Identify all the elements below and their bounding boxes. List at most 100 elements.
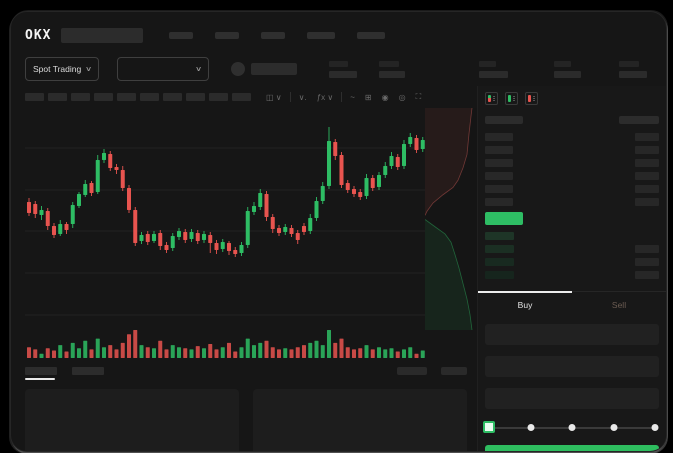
timeframe-button-10[interactable]: [232, 93, 251, 101]
icon-lines: [513, 95, 515, 101]
stat-pair-3: [479, 60, 509, 78]
ask-row[interactable]: [485, 143, 659, 156]
ask-amount-placeholder: [635, 184, 659, 193]
ticker-stats: [329, 60, 648, 78]
stat-pair-5: [619, 60, 648, 78]
last-price-indicator[interactable]: [485, 212, 523, 225]
book-buys-view-icon[interactable]: [505, 91, 518, 105]
price-chart[interactable]: [25, 108, 477, 330]
amount-slider[interactable]: [483, 421, 659, 433]
icon-lines: [533, 95, 535, 101]
icon-seg-down: [488, 98, 491, 102]
tab-sell[interactable]: Sell: [611, 300, 627, 310]
book-sells-view-icon[interactable]: [525, 91, 538, 105]
stat-pair-4: [554, 60, 582, 78]
order-input-1[interactable]: [485, 324, 659, 345]
tab-buy[interactable]: Buy: [478, 291, 572, 316]
ask-row[interactable]: [485, 182, 659, 195]
compare-icon[interactable]: ⊞: [364, 92, 372, 102]
candlestick-chart[interactable]: [25, 108, 425, 330]
settings-icon[interactable]: ◎: [398, 92, 406, 102]
nav-item-3[interactable]: [261, 31, 286, 39]
timeframe-button-1[interactable]: [25, 93, 44, 101]
bid-price-placeholder: [485, 244, 514, 253]
nav-item-4[interactable]: [307, 31, 336, 39]
ask-amount-placeholder: [635, 145, 659, 154]
icon-line: [513, 95, 515, 97]
icon-seg-up: [508, 94, 511, 102]
camera-icon[interactable]: ◉: [381, 92, 389, 102]
bottom-control-2[interactable]: [441, 367, 467, 375]
ask-price-placeholder: [485, 184, 513, 193]
ask-price-placeholder: [485, 171, 513, 180]
nav-item-2[interactable]: [215, 31, 240, 39]
orderbook-header: [485, 116, 659, 124]
timeframe-button-5[interactable]: [117, 93, 136, 101]
bid-price-placeholder: [485, 257, 514, 266]
orderbook-col-header-2: [619, 116, 659, 124]
timeframe-button-4[interactable]: [94, 93, 113, 101]
order-input-3[interactable]: [485, 388, 659, 409]
timeframe-button-9[interactable]: [209, 93, 228, 101]
trade-tabs: Buy Sell: [478, 291, 666, 316]
history-tab-2[interactable]: [72, 367, 104, 375]
slider-stop-100[interactable]: [651, 424, 659, 431]
bottom-control-1[interactable]: [397, 367, 427, 375]
pair-select[interactable]: ∨: [117, 57, 210, 81]
stat-label: [379, 60, 400, 67]
stat-label: [619, 60, 640, 67]
bid-row[interactable]: [485, 242, 659, 255]
ask-row[interactable]: [485, 169, 659, 182]
slider-stop-75[interactable]: [610, 424, 617, 431]
slider-stop-0[interactable]: [483, 421, 495, 433]
stat-value: [479, 70, 509, 78]
order-form: [478, 316, 666, 409]
nav-item-1[interactable]: [169, 31, 194, 39]
icon-line: [513, 99, 515, 101]
ask-amount-placeholder: [635, 197, 659, 206]
depth-svg: [425, 108, 473, 330]
ask-price-placeholder: [485, 197, 513, 206]
indicators-fx-icon[interactable]: ƒx ∨: [316, 92, 334, 102]
stat-value: [554, 70, 582, 78]
candle-style-icon[interactable]: ◫ ∨: [266, 92, 282, 102]
okx-logo: OKX: [25, 27, 52, 43]
timeframe-button-6[interactable]: [140, 93, 159, 101]
ask-price-placeholder: [485, 158, 513, 167]
ask-row[interactable]: [485, 130, 659, 143]
order-input-2[interactable]: [485, 356, 659, 377]
confirm-buy-button[interactable]: [485, 445, 659, 451]
depth-profile: [425, 108, 477, 330]
slider-stop-25[interactable]: [527, 424, 534, 431]
line-tool-icon[interactable]: ~: [350, 92, 355, 102]
stat-label: [479, 60, 497, 67]
fullscreen-icon[interactable]: ⛶: [415, 92, 422, 101]
timeframe-button-3[interactable]: [71, 93, 90, 101]
timeframe-button-7[interactable]: [163, 93, 182, 101]
bid-row[interactable]: [485, 229, 659, 242]
ask-price-placeholder: [485, 145, 513, 154]
bid-price-placeholder: [485, 231, 514, 240]
icon-left-bar: [488, 94, 491, 102]
ask-row[interactable]: [485, 156, 659, 169]
timeframe-button-8[interactable]: [186, 93, 205, 101]
icon-line: [493, 95, 495, 97]
candles-svg: [25, 127, 425, 316]
market-type-select[interactable]: Spot Trading ∨: [25, 57, 100, 81]
ask-row[interactable]: [485, 195, 659, 208]
bid-row[interactable]: [485, 268, 659, 281]
slider-stop-50[interactable]: [568, 424, 576, 431]
icon-left-bar: [508, 94, 511, 102]
coin-icon: [231, 62, 246, 76]
book-split-view-icon[interactable]: [485, 91, 498, 105]
search-input[interactable]: [61, 27, 144, 43]
toolbar-divider: [289, 92, 291, 102]
nav-item-5[interactable]: [357, 31, 386, 39]
toolbar-divider: [341, 92, 343, 102]
bid-price-placeholder: [485, 270, 514, 279]
bid-row[interactable]: [485, 255, 659, 268]
interval-dropdown-icon[interactable]: ∨.: [298, 92, 307, 102]
timeframe-button-2[interactable]: [48, 93, 67, 101]
history-tab-1[interactable]: [25, 367, 57, 380]
icon-line: [533, 97, 535, 99]
